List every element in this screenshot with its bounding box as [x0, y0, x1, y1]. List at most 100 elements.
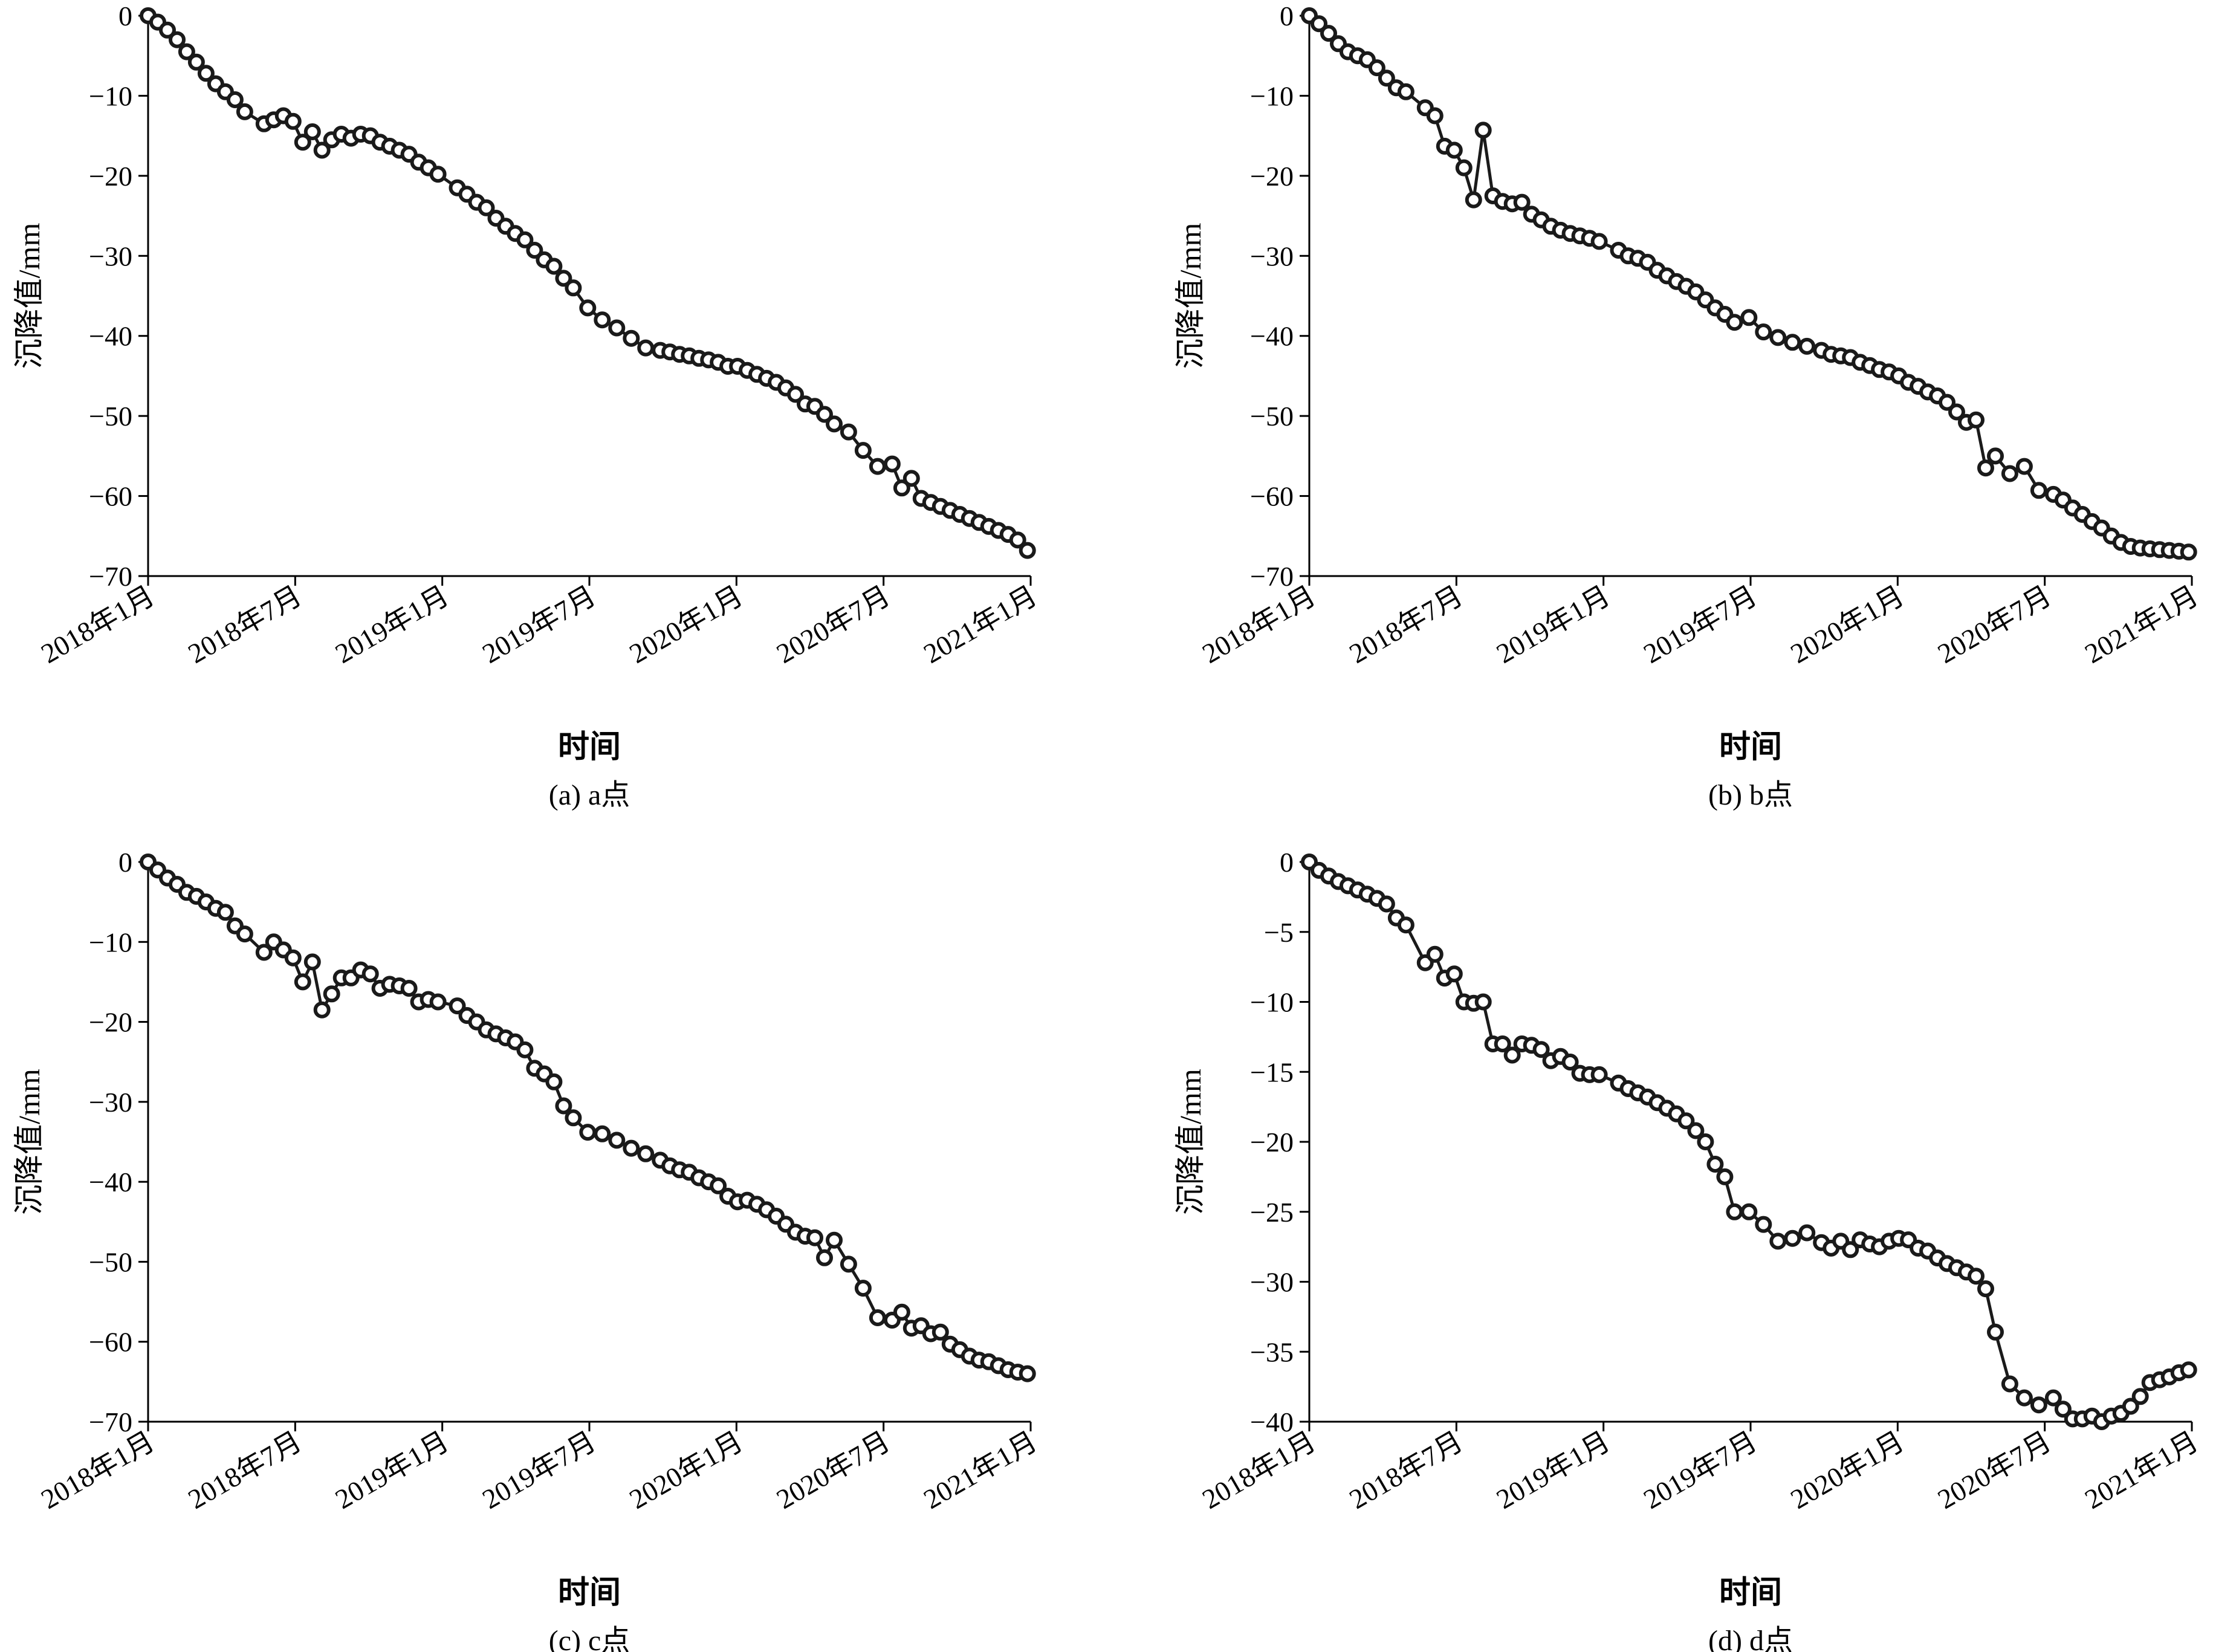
data-point — [623, 329, 640, 347]
data-point — [1503, 1046, 1521, 1064]
data-point — [2054, 1401, 2072, 1418]
y-tick-label: 0 — [1280, 847, 1294, 878]
y-tick-label: −10 — [1250, 987, 1294, 1018]
data-point — [255, 944, 273, 961]
x-tick-label: 2020年7月 — [771, 580, 895, 669]
y-tick-label: −30 — [89, 241, 132, 271]
data-point — [1769, 329, 1787, 346]
data-point — [579, 1124, 597, 1141]
x-tick-label: 2020年1月 — [1786, 1425, 1910, 1515]
data-point — [1445, 141, 1463, 159]
panel-caption: (b) b点 — [1708, 779, 1793, 811]
data-point — [1987, 1323, 2004, 1341]
data-point — [1426, 945, 1443, 963]
x-tick-label: 2019年1月 — [330, 580, 454, 669]
data-point — [806, 1229, 823, 1246]
y-tick-label: −70 — [89, 561, 132, 592]
data-point — [2001, 465, 2018, 482]
data-point — [893, 1303, 910, 1321]
y-tick-label: −70 — [89, 1407, 132, 1437]
series-line — [1308, 861, 2189, 1424]
data-point — [1939, 394, 1955, 411]
x-tick-label: 2019年7月 — [1638, 580, 1762, 669]
data-point — [1769, 1233, 1787, 1250]
data-point — [1561, 1054, 1579, 1071]
panel-caption: (c) c点 — [549, 1625, 630, 1652]
data-point — [313, 141, 331, 159]
data-point — [1740, 1203, 1758, 1220]
x-tick-label: 2021年1月 — [918, 580, 1042, 669]
data-point — [637, 339, 655, 357]
data-point — [816, 406, 833, 423]
data-point — [555, 270, 572, 287]
x-axis-title: 时间 — [1719, 1576, 1782, 1610]
data-point — [1590, 1066, 1608, 1083]
data-point — [594, 1125, 611, 1142]
data-point — [284, 112, 302, 130]
data-point — [449, 997, 466, 1015]
data-point — [323, 985, 340, 1003]
x-tick-label: 2020年1月 — [1786, 580, 1910, 669]
data-point — [361, 965, 379, 983]
data-point — [608, 319, 626, 337]
data-point — [216, 904, 234, 921]
data-point — [869, 458, 886, 475]
data-point — [902, 470, 920, 487]
data-point — [565, 279, 582, 297]
data-point — [1948, 403, 1965, 421]
data-point — [869, 1309, 886, 1326]
x-tick-label: 2018年1月 — [1197, 1425, 1321, 1515]
x-tick-label: 2019年1月 — [330, 1425, 454, 1515]
y-tick-label: −60 — [89, 1327, 132, 1358]
data-point — [187, 53, 205, 71]
data-point — [1397, 83, 1414, 100]
data-point — [1842, 1241, 1859, 1258]
data-point — [1019, 542, 1036, 559]
data-point — [2030, 482, 2047, 499]
x-tick-label: 2020年1月 — [624, 580, 748, 669]
data-point — [294, 134, 311, 151]
y-tick-label: −35 — [1250, 1336, 1294, 1367]
data-point — [2030, 1396, 2047, 1414]
data-point — [303, 123, 321, 140]
data-point — [236, 103, 253, 120]
data-point — [710, 1177, 727, 1194]
data-point — [284, 949, 302, 967]
y-tick-label: −60 — [1250, 481, 1294, 512]
data-point — [854, 442, 872, 459]
x-tick-label: 2019年7月 — [1638, 1425, 1762, 1515]
x-tick-label: 2019年7月 — [477, 1425, 601, 1515]
x-axis-title: 时间 — [558, 1576, 621, 1610]
data-point — [1426, 107, 1443, 125]
x-tick-label: 2018年7月 — [183, 580, 307, 669]
panel-caption: (d) d点 — [1708, 1625, 1793, 1652]
x-axis-title: 时间 — [558, 730, 621, 765]
data-point — [2122, 1398, 2139, 1415]
y-tick-label: 0 — [118, 847, 132, 878]
y-tick-label: −30 — [89, 1087, 132, 1118]
series-line — [1308, 15, 2189, 554]
y-tick-label: −50 — [89, 401, 132, 432]
data-point — [303, 953, 321, 971]
y-axis-title: 沉降值/mm — [1173, 223, 1207, 369]
y-tick-label: −25 — [1250, 1197, 1294, 1228]
y-tick-label: −40 — [89, 1167, 132, 1197]
x-tick-label: 2021年1月 — [2079, 580, 2203, 669]
data-point — [1474, 993, 1492, 1011]
data-point — [1968, 1268, 1985, 1285]
data-point — [1677, 1112, 1695, 1130]
data-point — [478, 199, 495, 216]
data-point — [826, 415, 843, 433]
y-tick-label: 0 — [1280, 1, 1294, 31]
data-point — [1687, 1122, 1705, 1139]
y-tick-label: −30 — [1250, 241, 1294, 271]
y-tick-label: −5 — [1264, 917, 1294, 948]
y-tick-label: −50 — [89, 1246, 132, 1277]
data-point — [2015, 1389, 2033, 1407]
data-point — [159, 21, 176, 39]
data-point — [1532, 1041, 1550, 1058]
y-tick-label: −20 — [89, 161, 132, 192]
